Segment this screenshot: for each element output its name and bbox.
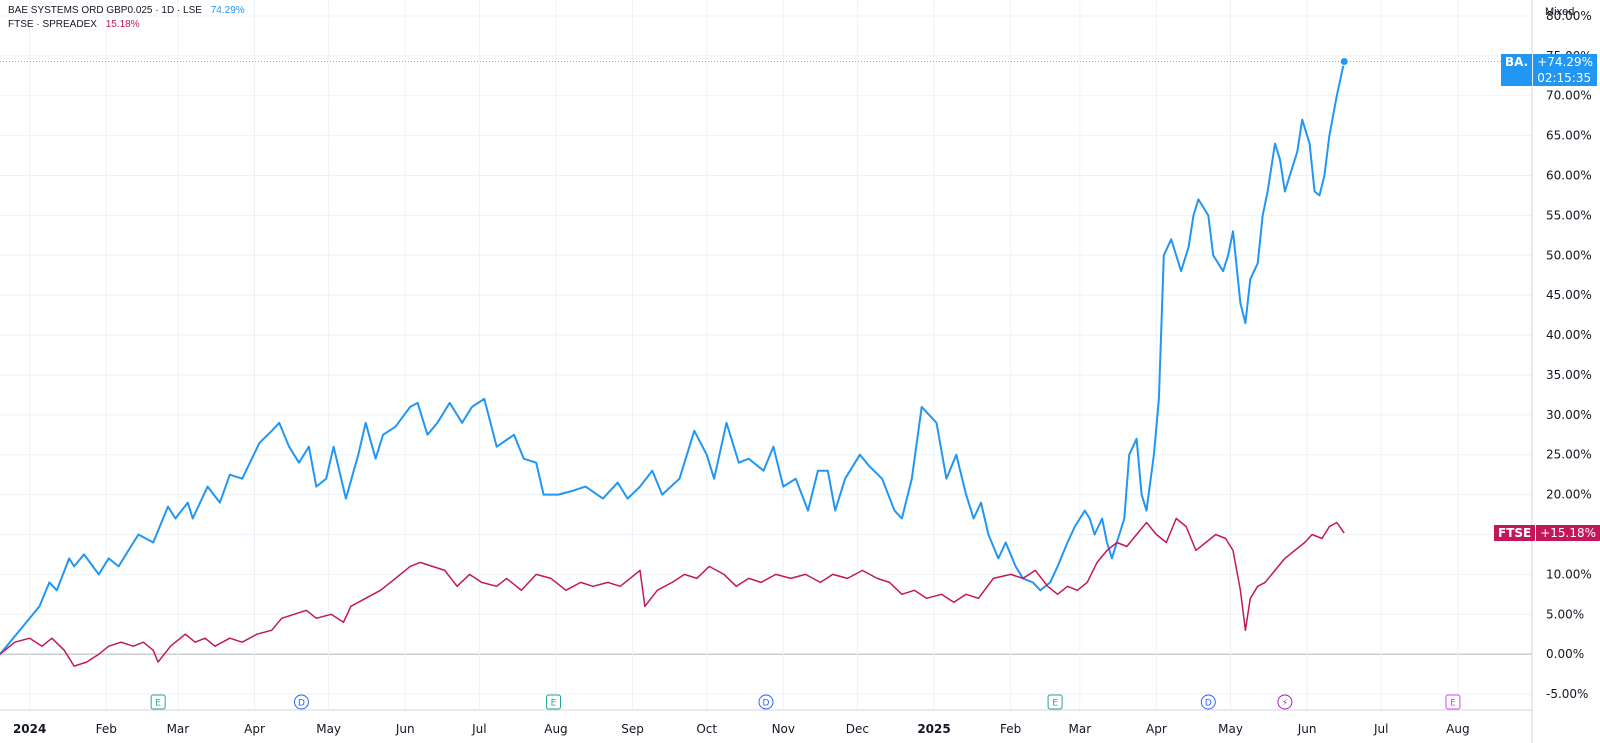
y-tick-label: 10.00% [1546, 567, 1592, 581]
legend-row-ftse[interactable]: FTSE · SPREADEX 15.18% [8, 18, 245, 32]
x-tick-label: Jun [1297, 722, 1317, 736]
event-marker-earnings[interactable]: E [545, 694, 561, 710]
y-tick-label: 35.00% [1546, 368, 1592, 382]
x-tick-label: Dec [846, 722, 869, 736]
legend-bae-value: 74.29% [210, 5, 245, 16]
price-badge-ftse: FTSE +15.18% [1494, 525, 1600, 542]
legend-row-bae[interactable]: BAE SYSTEMS ORD GBP0.025 · 1D · LSE 74.2… [8, 4, 245, 18]
y-tick-label: 60.00% [1546, 169, 1592, 183]
event-marker-shape [1047, 694, 1063, 710]
event-marker-shape [1277, 694, 1293, 710]
y-tick-label: 30.00% [1546, 408, 1592, 422]
x-tick-label: Jun [395, 722, 415, 736]
legend-bae-title: BAE SYSTEMS ORD GBP0.025 · 1D · LSE [8, 5, 202, 16]
badge-bae-tag: BA. [1501, 53, 1533, 86]
y-tick-label: 50.00% [1546, 248, 1592, 262]
series-line-bae [0, 61, 1346, 655]
x-tick-label: May [316, 722, 341, 736]
event-marker-dividend[interactable]: D [293, 694, 309, 710]
y-tick-label: 5.00% [1546, 607, 1584, 621]
event-marker-label: E [1052, 699, 1058, 709]
x-tick-label: 2024 [13, 722, 46, 736]
x-tick-label: Apr [244, 722, 265, 736]
event-marker-spark[interactable]: ⚡ [1277, 694, 1293, 710]
event-marker-label: ⚡ [1282, 699, 1288, 709]
badge-bae-value: +74.29% [1537, 54, 1594, 69]
badge-ftse-value: +15.18% [1536, 525, 1600, 542]
x-tick-label: Apr [1146, 722, 1167, 736]
legend: BAE SYSTEMS ORD GBP0.025 · 1D · LSE 74.2… [8, 4, 245, 32]
event-marker-label: E [1450, 699, 1456, 709]
event-marker-shape [150, 694, 166, 710]
y-tick-label: 0.00% [1546, 647, 1584, 661]
badge-bae-time: 02:15:35 [1537, 70, 1592, 85]
x-tick-label: Mar [1068, 722, 1091, 736]
event-marker-label: D [298, 699, 305, 709]
y-tick-label: 55.00% [1546, 208, 1592, 222]
event-marker-shape [1445, 694, 1461, 710]
x-tick-label: May [1218, 722, 1243, 736]
scale-mode-label[interactable]: Mixed [1545, 6, 1575, 18]
price-badge-bae: BA. +74.29% 02:15:35 [1501, 53, 1598, 86]
y-tick-label: 80.00% [1546, 9, 1592, 23]
y-tick-label: 65.00% [1546, 129, 1592, 143]
legend-ftse-title: FTSE · SPREADEX [8, 19, 97, 30]
event-marker-shape [545, 694, 561, 710]
series-end-dot-bae [1339, 57, 1349, 67]
x-tick-label: Oct [696, 722, 717, 736]
x-tick-label: Sep [621, 722, 644, 736]
event-marker-earnings-future[interactable]: E [1445, 694, 1461, 710]
event-marker-label: E [551, 699, 557, 709]
x-tick-label: Jul [1373, 722, 1388, 736]
y-tick-label: -5.00% [1546, 687, 1588, 701]
x-tick-label: Nov [772, 722, 795, 736]
event-marker-earnings[interactable]: E [1047, 694, 1063, 710]
x-tick-label: Feb [96, 722, 117, 736]
y-tick-label: 45.00% [1546, 288, 1592, 302]
event-marker-dividend[interactable]: D [758, 694, 774, 710]
x-tick-label: Feb [1000, 722, 1021, 736]
y-tick-label: 70.00% [1546, 89, 1592, 103]
event-marker-dividend[interactable]: D [1200, 694, 1216, 710]
event-marker-label: D [1205, 699, 1212, 709]
y-tick-label: 20.00% [1546, 488, 1592, 502]
y-tick-label: 25.00% [1546, 448, 1592, 462]
event-marker-earnings[interactable]: E [150, 694, 166, 710]
legend-ftse-value: 15.18% [105, 19, 140, 30]
x-tick-label: 2025 [917, 722, 950, 736]
event-marker-shape [758, 694, 774, 710]
event-marker-label: D [763, 699, 770, 709]
x-tick-label: Mar [167, 722, 190, 736]
x-tick-label: Aug [544, 722, 567, 736]
x-tick-label: Jul [471, 722, 486, 736]
badge-ftse-tag: FTSE [1494, 525, 1536, 542]
event-marker-label: E [155, 699, 161, 709]
y-tick-label: 40.00% [1546, 328, 1592, 342]
event-marker-shape [293, 694, 309, 710]
series-line-ftse [0, 517, 1345, 667]
x-tick-label: Aug [1446, 722, 1469, 736]
event-marker-shape [1200, 694, 1216, 710]
badge-bae-box: +74.29% 02:15:35 [1533, 53, 1598, 86]
